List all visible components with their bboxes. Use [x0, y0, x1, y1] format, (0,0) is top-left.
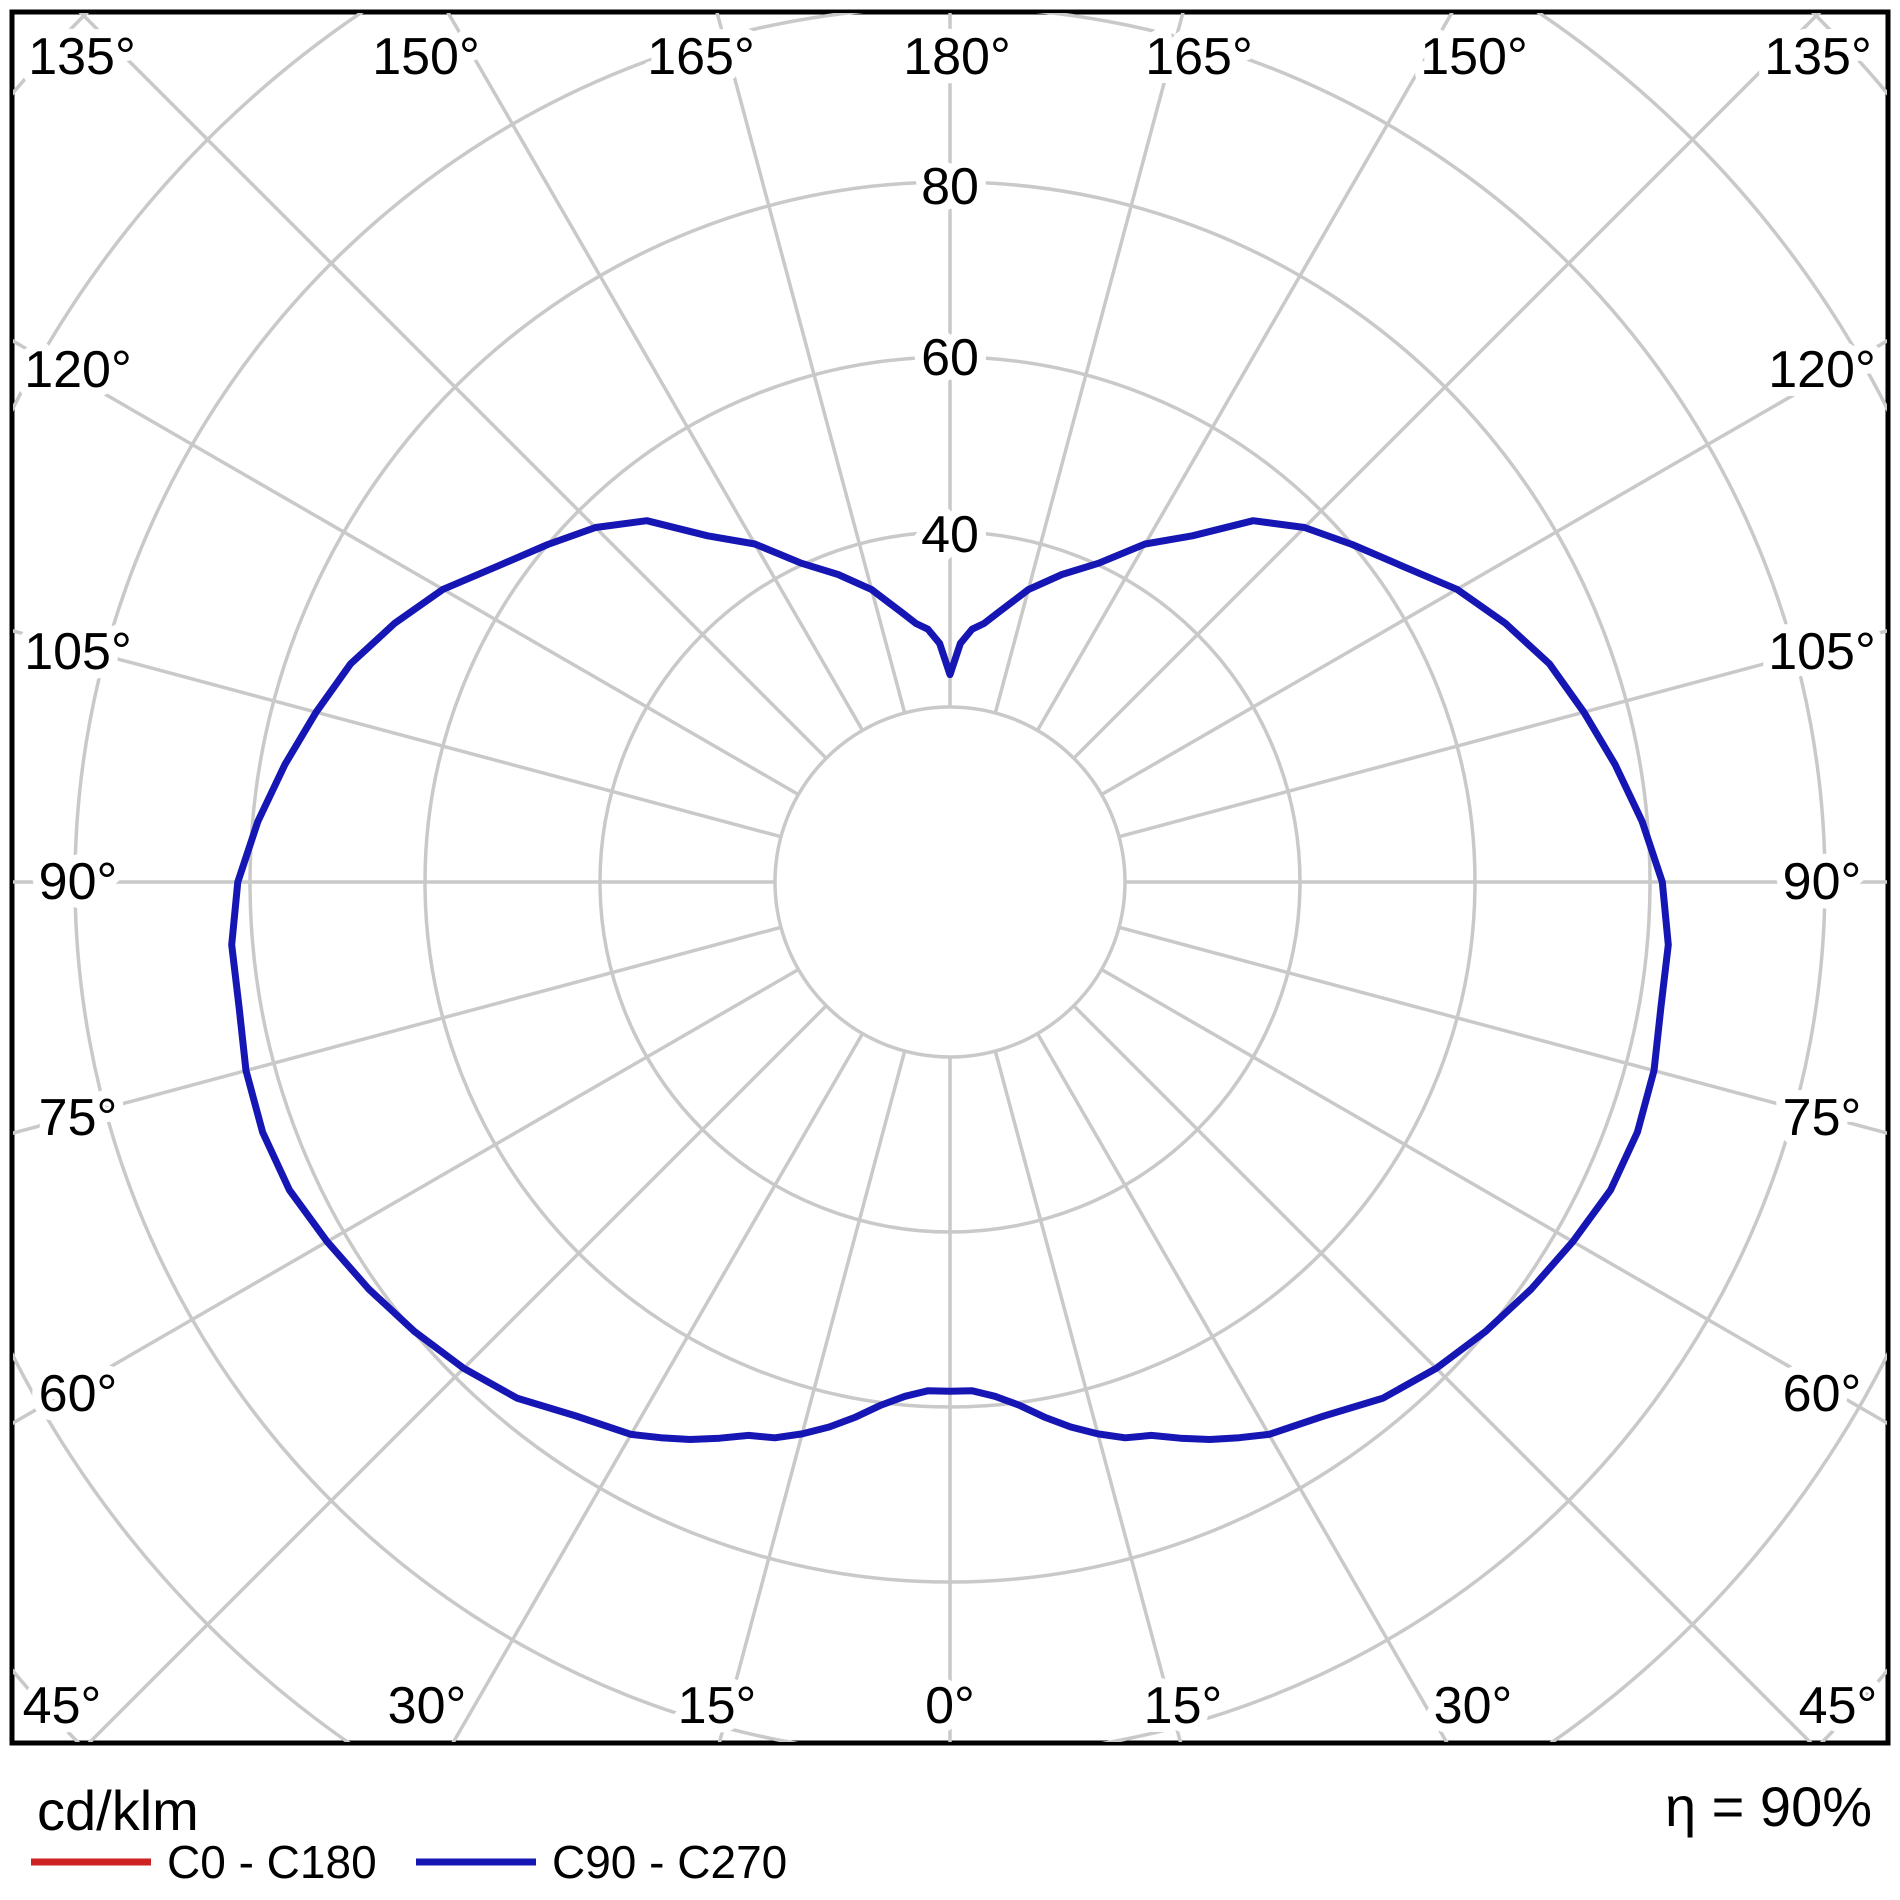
grid-spoke-120 — [1100, 338, 1887, 797]
grid-spoke-30 — [1035, 1032, 1449, 1742]
angle-label-right-4: 60° — [1783, 1365, 1862, 1423]
grid-spoke-165 — [993, 13, 1185, 714]
legend-label-c0-c180: C0 - C180 — [167, 1836, 377, 1888]
intensity-curves — [228, 517, 1672, 1443]
grid-spoke-225 — [78, 13, 828, 760]
angle-label-right-2: 90° — [1783, 853, 1862, 911]
angle-label-bottom-0: 45° — [23, 1677, 102, 1735]
angle-label-top-3: 180° — [903, 28, 1011, 86]
radial-tick-label-80: 80 — [921, 158, 979, 216]
grid-spoke-285 — [13, 925, 782, 1135]
grid-spoke-105 — [1118, 629, 1887, 839]
angle-label-right-0: 120° — [1768, 341, 1876, 399]
angle-label-left-2: 90° — [39, 853, 118, 911]
axis-labels: 135° 150° 165° 180° 165° 150° 135° 45° 30° 15° 0° 1… — [14, 19, 1887, 1744]
grid-spoke-75 — [1118, 925, 1887, 1135]
radial-tick-label-60: 60 — [921, 329, 979, 387]
angle-label-left-0: 120° — [24, 341, 132, 399]
grid-spoke-240 — [13, 338, 800, 797]
angle-label-top-5: 150° — [1420, 28, 1528, 86]
angle-label-top-6: 135° — [1764, 28, 1872, 86]
grid-spoke-135 — [1072, 13, 1822, 760]
angle-label-bottom-1: 30° — [388, 1677, 467, 1735]
angle-label-bottom-3: 0° — [925, 1677, 975, 1735]
grid-spoke-345 — [717, 1050, 907, 1742]
c90-c270-curve — [228, 517, 1672, 1443]
radial-tick-label-40: 40 — [921, 506, 979, 564]
angle-label-bottom-2: 15° — [678, 1677, 757, 1735]
grid-spoke-195 — [715, 13, 907, 714]
units-label: cd/klm — [37, 1779, 199, 1842]
legend: C0 - C180 C90 - C270 — [31, 1836, 787, 1888]
angle-label-bottom-4: 15° — [1144, 1677, 1223, 1735]
grid-spoke-330 — [451, 1032, 865, 1742]
grid-spoke-300 — [13, 967, 800, 1426]
angle-label-left-4: 60° — [39, 1365, 118, 1423]
grid-spoke-255 — [13, 629, 782, 839]
angle-label-right-3: 75° — [1783, 1089, 1862, 1147]
efficiency-label: η = 90% — [1665, 1775, 1872, 1838]
legend-label-c90-c270: C90 - C270 — [552, 1836, 787, 1888]
angle-label-top-0: 135° — [28, 28, 136, 86]
angle-label-right-1: 105° — [1768, 623, 1876, 681]
angle-label-top-1: 150° — [372, 28, 480, 86]
grid-spoke-210 — [446, 13, 865, 732]
angle-label-bottom-5: 30° — [1434, 1677, 1513, 1735]
grid-spoke-45 — [1072, 1004, 1813, 1742]
grid-spoke-60 — [1100, 967, 1887, 1426]
grid-spoke-150 — [1035, 13, 1454, 732]
grid-spoke-15 — [993, 1050, 1183, 1742]
angle-label-top-4: 165° — [1145, 28, 1253, 86]
angle-label-left-3: 75° — [39, 1089, 118, 1147]
grid-spoke-315 — [87, 1004, 828, 1742]
angle-label-left-1: 105° — [24, 623, 132, 681]
angle-label-top-2: 165° — [647, 28, 755, 86]
angle-label-bottom-6: 45° — [1799, 1677, 1878, 1735]
